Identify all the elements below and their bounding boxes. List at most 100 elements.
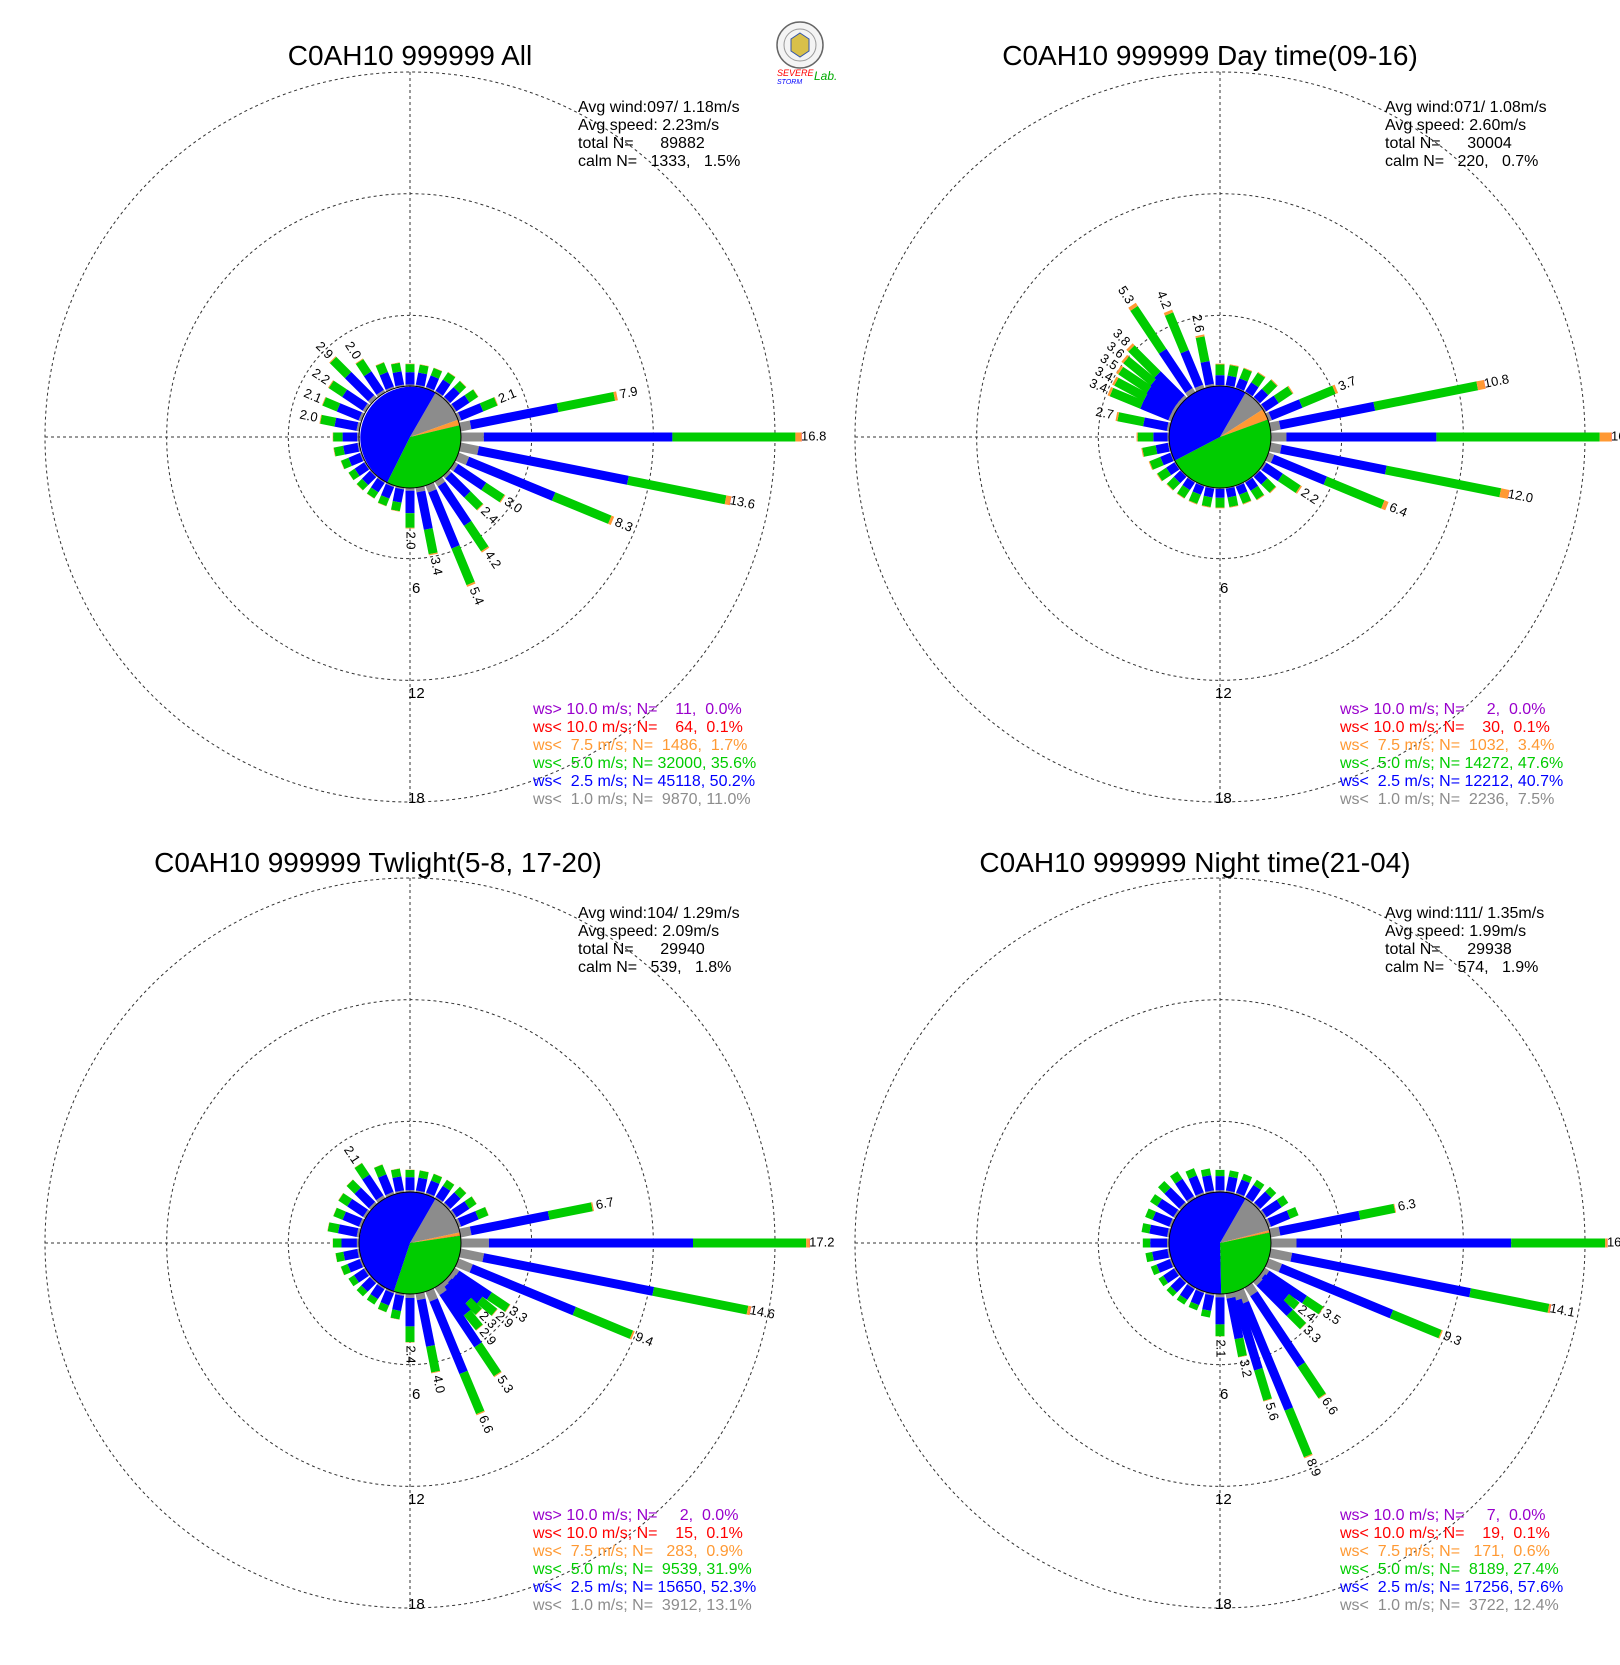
- bar-segment-green: [1165, 312, 1189, 353]
- bar-value-label: 2.0: [342, 339, 365, 362]
- bar-segment-green: [424, 528, 438, 554]
- chart-title: C0AH10 999999 Night time(21-04): [979, 847, 1410, 878]
- bar-segment-green: [391, 1309, 402, 1319]
- bar-segment-green: [552, 492, 612, 524]
- ring-label-12: 12: [1215, 685, 1232, 702]
- info-total-n: total N= 89882: [578, 135, 705, 152]
- legend: ws> 10.0 m/s; N= 7, 0.0% ws< 10.0 m/s; N…: [1339, 1507, 1563, 1614]
- bar-segment-green: [1138, 433, 1154, 442]
- bar-segment-green: [672, 433, 795, 442]
- bar-segment-blue: [406, 372, 415, 384]
- bar-segment-orange: [1216, 508, 1225, 509]
- chart-title: C0AH10 999999 Twlight(5-8, 17-20): [154, 847, 602, 878]
- direction-bar: 17.2: [461, 1234, 834, 1249]
- logo-storm-text: STORM: [777, 79, 802, 86]
- bar-segment-green: [1228, 496, 1239, 507]
- bar-segment-green: [328, 1222, 340, 1233]
- bar-segment-orange: [406, 528, 415, 529]
- info-avg-wind: Avg wind:111/ 1.35m/s: [1385, 905, 1544, 922]
- info-block: Avg wind:104/ 1.29m/s Avg speed: 2.09m/s…: [578, 905, 740, 976]
- bar-segment-orange: [1137, 433, 1138, 442]
- bar-segment-green: [1511, 1239, 1605, 1248]
- bar-segment-blue: [1152, 1249, 1169, 1261]
- bar-value-label: 13.6: [729, 492, 757, 512]
- legend-lt7-5: ws< 7.5 m/s; N= 171, 0.6%: [1339, 1543, 1550, 1560]
- direction-bar: [1216, 488, 1225, 508]
- direction-bar: [1201, 1168, 1215, 1194]
- ring-label-18: 18: [408, 1596, 425, 1613]
- legend-lt2-5: ws< 2.5 m/s; N= 12212, 40.7%: [1339, 773, 1563, 790]
- bar-segment-gray: [406, 1294, 415, 1298]
- bar-value-label: 7.9: [618, 383, 639, 401]
- bar-value-label: 2.2: [310, 365, 333, 388]
- ring-labels: 6 12 18: [1215, 580, 1232, 807]
- ring-label-6: 6: [412, 580, 420, 597]
- legend-lt2-5: ws< 2.5 m/s; N= 15650, 52.3%: [532, 1579, 756, 1596]
- direction-bar: [1145, 1249, 1171, 1263]
- legend-lt1: ws< 1.0 m/s; N= 3722, 12.4%: [1339, 1597, 1559, 1614]
- direction-bar: [406, 1170, 415, 1192]
- wind-rose-plot: 3.710.816.812.06.42.22.73.43.43.53.63.85…: [855, 72, 1620, 802]
- bar-value-label: 2.1: [341, 1143, 364, 1166]
- speed-pie: [1169, 386, 1271, 488]
- bar-segment-blue: [1143, 418, 1168, 432]
- bar-segment-blue: [343, 1249, 359, 1261]
- bar-segment-green: [406, 1170, 415, 1177]
- bar-segment-green: [1216, 498, 1225, 508]
- bar-segment-green: [1359, 1204, 1396, 1220]
- legend-lt7-5: ws< 7.5 m/s; N= 1032, 3.4%: [1339, 737, 1554, 754]
- bar-value-label: 2.1: [1214, 1339, 1229, 1357]
- bar-segment-green: [1285, 1407, 1313, 1457]
- bar-segment-green: [481, 483, 504, 503]
- bar-value-label: 5.3: [1115, 283, 1138, 306]
- chart-title: C0AH10 999999 All: [288, 40, 532, 71]
- legend-lt7-5: ws< 7.5 m/s; N= 283, 0.9%: [532, 1543, 743, 1560]
- info-avg-wind: Avg wind:104/ 1.29m/s: [578, 905, 740, 922]
- bar-segment-gray: [459, 443, 479, 456]
- bar-value-label: 3.2: [1237, 1358, 1255, 1379]
- bar-value-label: 2.7: [1094, 404, 1115, 422]
- direction-bar: [416, 364, 429, 388]
- direction-bar: [333, 433, 359, 442]
- info-total-n: total N= 29938: [1385, 941, 1512, 958]
- legend-lt2-5: ws< 2.5 m/s; N= 17256, 57.6%: [1339, 1579, 1563, 1596]
- direction-bar: [1216, 1170, 1225, 1192]
- bar-value-label: 16.6: [1607, 1234, 1620, 1249]
- bar-value-label: 2.0: [404, 531, 419, 549]
- bar-segment-green: [1298, 1362, 1326, 1398]
- ring-label-12: 12: [408, 685, 425, 702]
- bar-segment-blue: [1216, 489, 1225, 498]
- bar-value-label: 2.6: [1189, 313, 1207, 334]
- bar-segment-green: [391, 363, 402, 373]
- bar-value-label: 10.8: [1483, 371, 1511, 391]
- direction-bar: [333, 1239, 359, 1248]
- legend-lt1: ws< 1.0 m/s; N= 9870, 11.0%: [532, 791, 751, 808]
- legend-lt5: ws< 5.0 m/s; N= 32000, 35.6%: [532, 755, 756, 772]
- bar-segment-green: [1324, 477, 1385, 509]
- legend-gt10: ws> 10.0 m/s; N= 7, 0.0%: [1339, 1507, 1545, 1524]
- direction-bar: [1137, 433, 1169, 442]
- bar-value-label: 9.3: [1441, 1328, 1463, 1349]
- direction-bar: [1226, 486, 1239, 508]
- direction-bar: 16.8: [461, 428, 826, 443]
- bar-value-label: 2.4: [478, 503, 501, 526]
- bar-value-label: 3.3: [1301, 1322, 1324, 1345]
- info-total-n: total N= 29940: [578, 941, 705, 958]
- bar-value-label: 5.6: [1263, 1401, 1283, 1423]
- bar-value-label: 5.3: [494, 1372, 517, 1395]
- bar-segment-blue: [1153, 433, 1167, 442]
- speed-pie: [359, 386, 461, 488]
- info-avg-wind: Avg wind:097/ 1.18m/s: [578, 99, 740, 116]
- bar-value-label: 2.9: [313, 338, 336, 361]
- legend: ws> 10.0 m/s; N= 2, 0.0% ws< 10.0 m/s; N…: [1339, 701, 1563, 808]
- info-calm-n: calm N= 220, 0.7%: [1385, 153, 1538, 170]
- bar-segment-green: [391, 501, 402, 511]
- bar-segment-blue: [343, 443, 359, 455]
- bar-segment-green: [406, 513, 415, 528]
- direction-bar: 2.4: [404, 1294, 419, 1364]
- direction-bar: [416, 1170, 429, 1194]
- ring-label-18: 18: [408, 790, 425, 807]
- bar-segment-blue: [1150, 1239, 1167, 1248]
- bar-value-label: 16.8: [801, 428, 826, 443]
